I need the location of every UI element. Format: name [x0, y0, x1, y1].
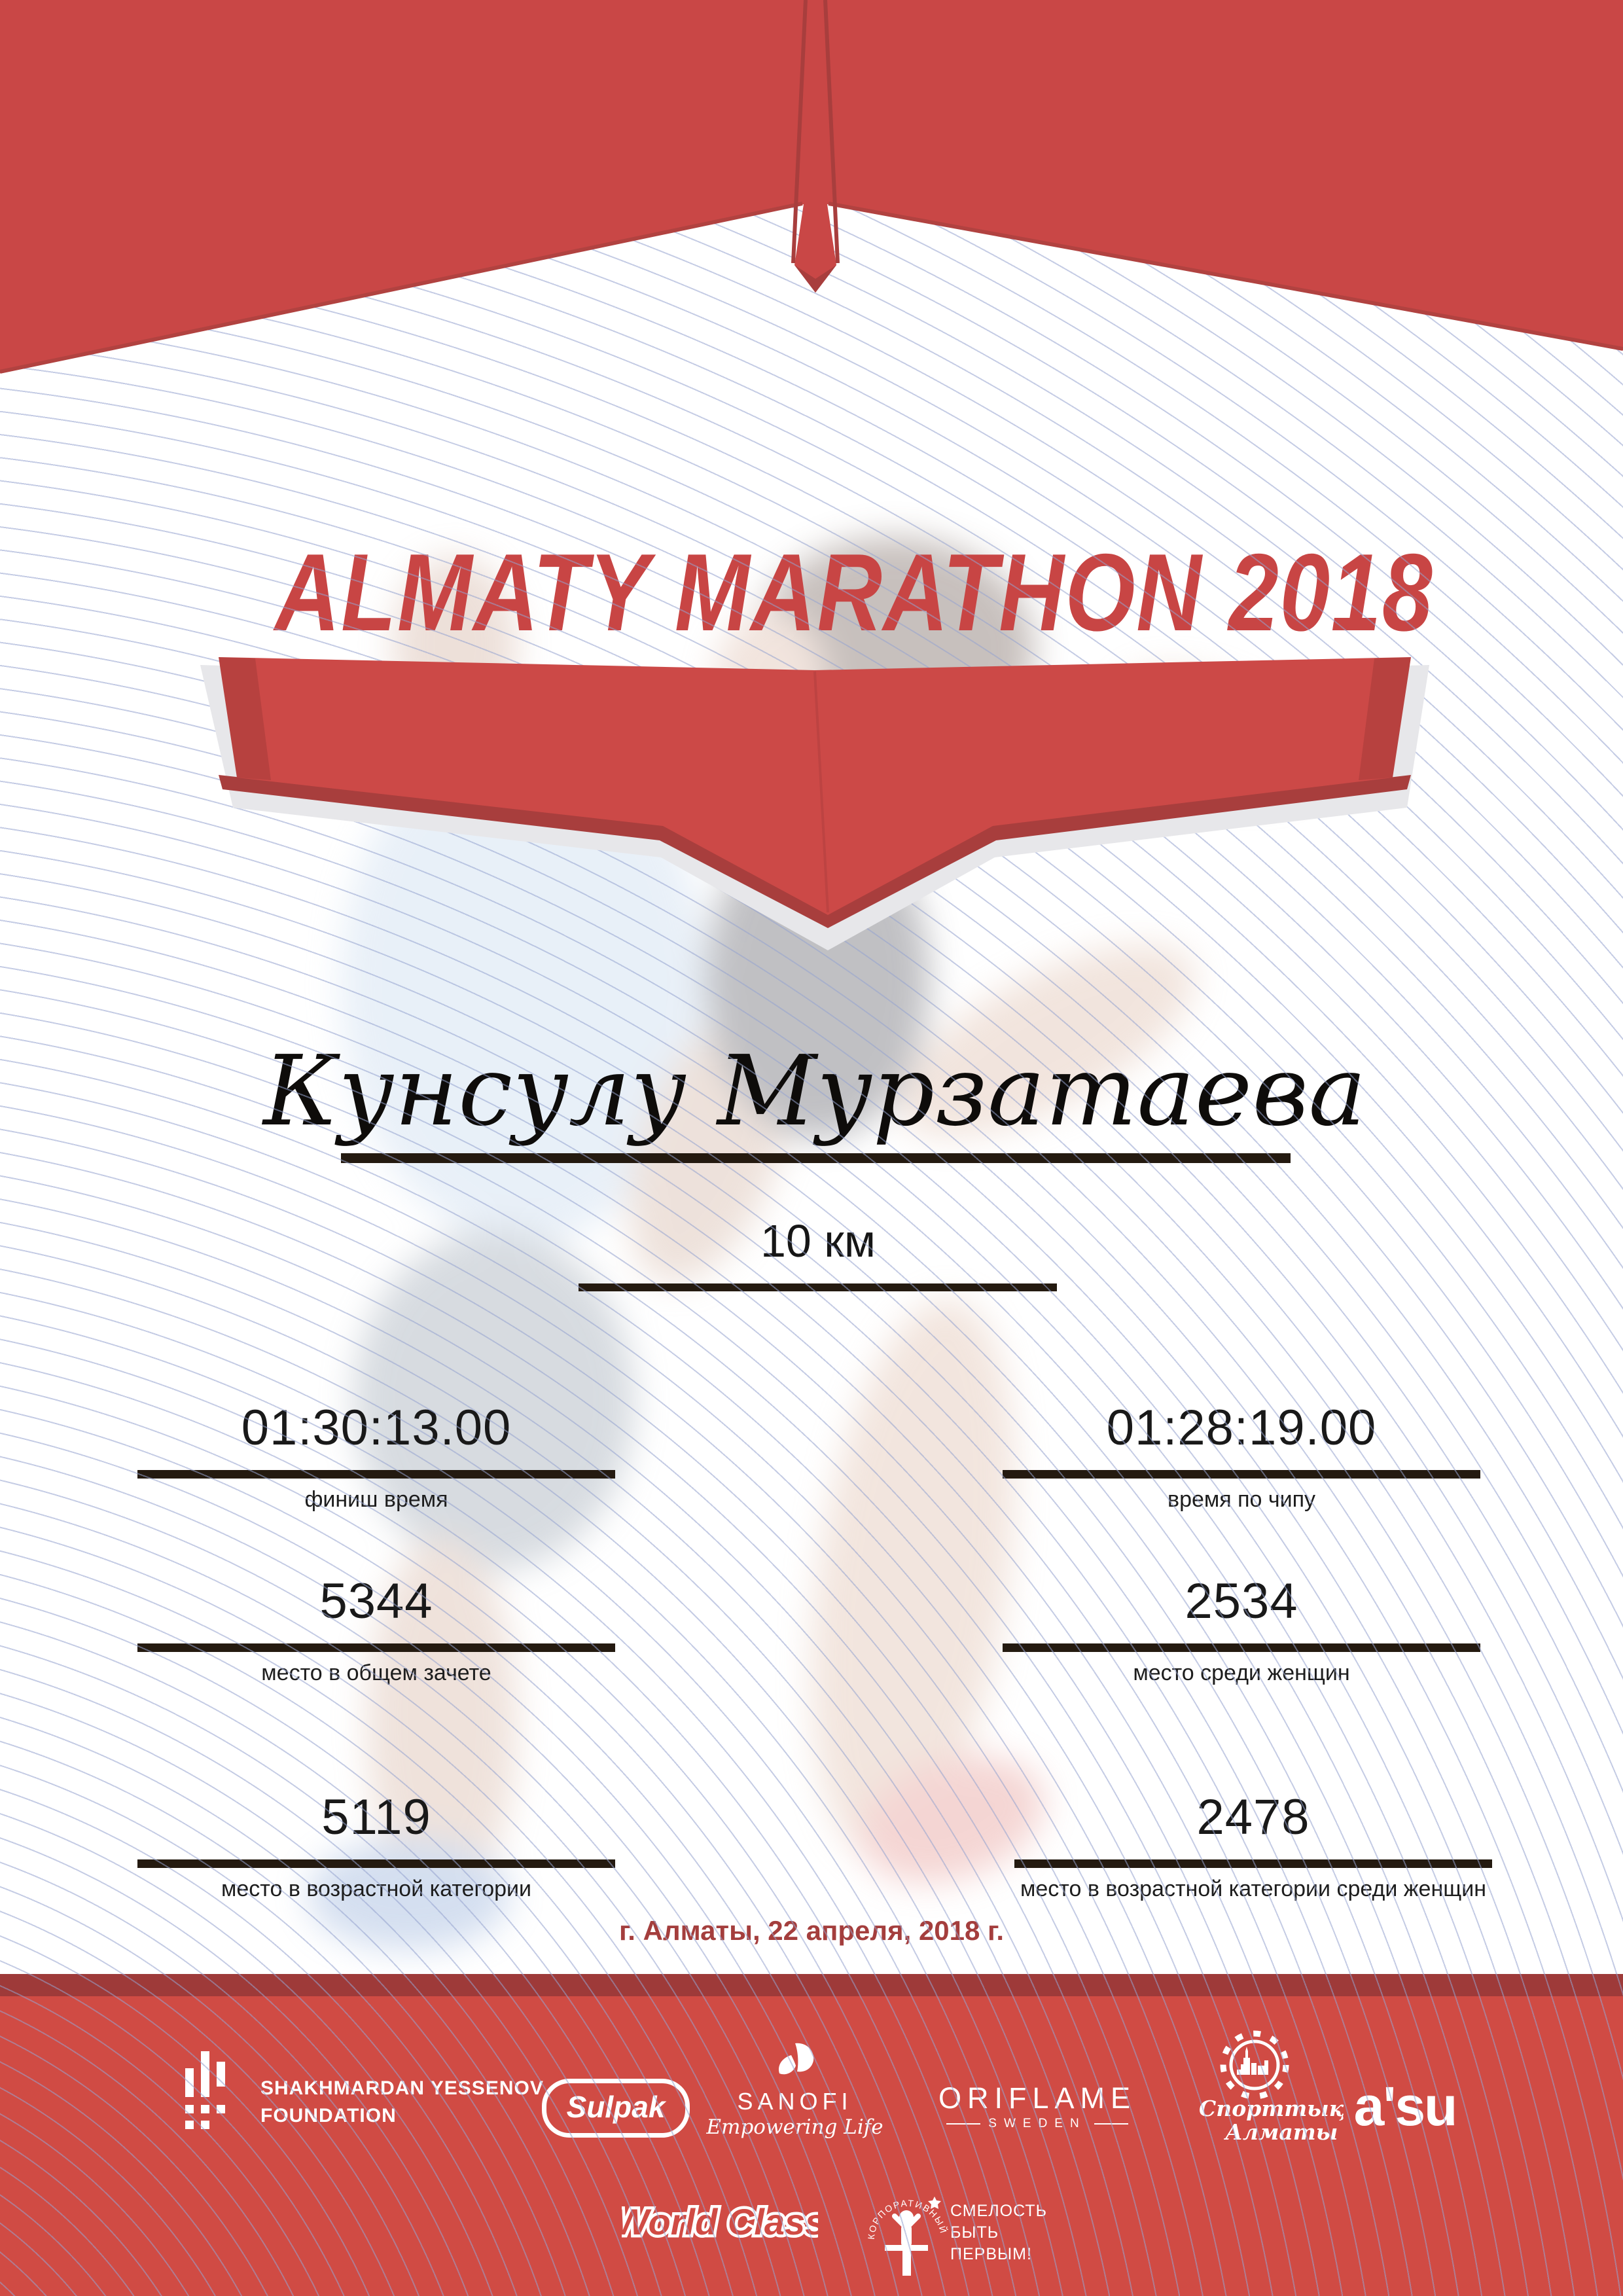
ribbon-end-shade-left — [219, 657, 271, 780]
ribbon-end-shade-right — [1359, 657, 1411, 780]
header-spike-shadow-left — [791, 0, 808, 264]
header-spike-tip-shade — [794, 265, 836, 293]
header-band-edge-shadow-left — [0, 202, 803, 374]
header-band-edge-shadow-right — [828, 202, 1623, 351]
ribbon-underside-left — [219, 775, 828, 928]
header-band-shape — [0, 0, 1623, 373]
certificate-ribbon-shape — [219, 657, 1411, 915]
header-spike-shadow-right — [823, 0, 840, 264]
ribbon-center-seam — [813, 671, 829, 913]
